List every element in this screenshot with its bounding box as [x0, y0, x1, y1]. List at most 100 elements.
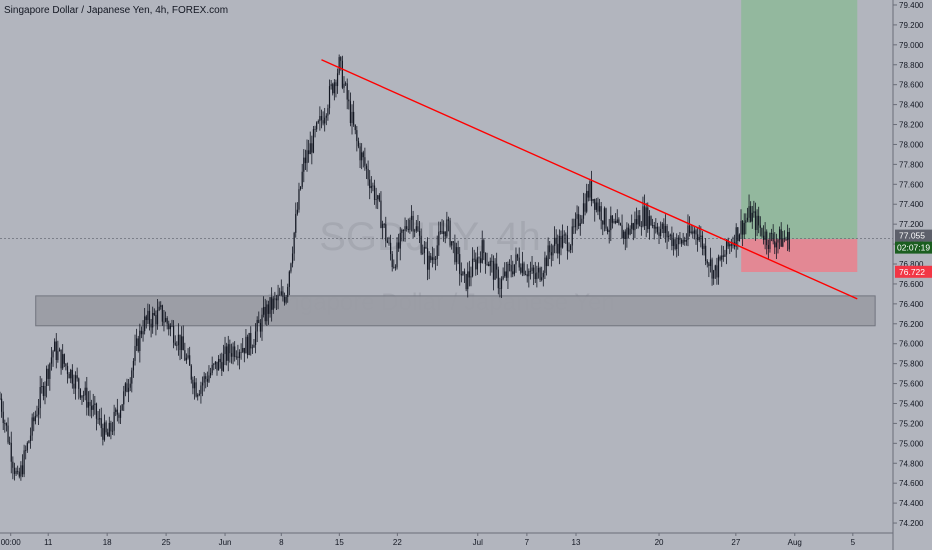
candle-body: [209, 372, 212, 376]
candle-body: [679, 237, 681, 240]
candle-body: [185, 357, 188, 361]
candle-body: [660, 228, 662, 237]
candle-body: [189, 355, 191, 366]
candle-body: [513, 264, 515, 275]
candle-body: [436, 245, 438, 260]
y-tick-label: 78.800: [899, 61, 924, 70]
candle-body: [674, 239, 676, 250]
candle-body: [783, 238, 786, 240]
candle-body: [758, 215, 760, 226]
candle-body: [282, 291, 284, 297]
candle-body: [248, 333, 250, 355]
candle-body: [23, 450, 25, 475]
candle-body: [232, 346, 234, 357]
y-tick-label: 79.200: [899, 21, 924, 30]
candle-body: [775, 242, 777, 248]
candle-body: [394, 266, 397, 268]
candle-body: [611, 215, 614, 223]
candle-body: [656, 226, 659, 233]
candle-body: [256, 319, 258, 332]
candle-body: [481, 240, 483, 263]
candle-body: [71, 369, 73, 384]
candle-body: [648, 216, 650, 230]
x-tick-label: 11: [44, 538, 53, 547]
candle-body: [308, 150, 310, 155]
y-tick-label: 76.400: [899, 300, 924, 309]
x-tick-label: 13: [572, 538, 581, 547]
candle-body: [107, 432, 109, 437]
candle-body: [438, 231, 440, 246]
candle-body: [608, 230, 610, 233]
candle-body: [18, 471, 20, 477]
candle-body: [156, 310, 159, 325]
candle-body: [119, 410, 122, 418]
candle-body: [523, 263, 525, 275]
candle-body: [539, 267, 541, 280]
stop-level-badge: [895, 265, 932, 278]
y-tick-label: 75.000: [899, 439, 924, 448]
y-tick-label: 74.800: [899, 459, 924, 468]
candle-body: [126, 383, 128, 392]
candle-body: [508, 264, 511, 265]
candle-body: [314, 129, 316, 130]
candle-body: [298, 189, 300, 210]
chart-title: Singapore Dollar / Japanese Yen, 4h, FOR…: [4, 5, 229, 16]
candle-body: [545, 257, 548, 267]
candle-body: [108, 422, 110, 437]
x-tick-label: Jul: [473, 538, 483, 547]
candle-body: [579, 223, 581, 226]
candle-body: [380, 200, 382, 228]
candle-body: [224, 346, 226, 355]
candle-body: [127, 387, 130, 392]
candle-body: [701, 235, 704, 249]
candle-body: [473, 258, 475, 260]
candle-body: [36, 414, 38, 416]
candle-body: [676, 244, 678, 250]
candle-body: [296, 209, 298, 214]
candle-body: [13, 467, 16, 474]
x-tick-label: 5: [851, 538, 856, 547]
candle-body: [750, 206, 752, 222]
candle-body: [409, 219, 411, 230]
candle-body: [661, 223, 663, 229]
candle-body: [140, 330, 143, 335]
candle-body: [433, 257, 435, 260]
candle-body: [242, 348, 244, 352]
x-tick-label: 15: [335, 538, 344, 547]
trendline: [321, 59, 858, 300]
candle-body: [266, 304, 268, 322]
candle-body: [340, 57, 342, 61]
candle-body: [552, 245, 554, 256]
candle-body: [1, 398, 3, 412]
candle-body: [529, 270, 532, 272]
candle-body: [377, 195, 379, 200]
candle-body: [471, 258, 474, 277]
candle-body: [536, 272, 538, 280]
candle-body: [460, 273, 462, 276]
candle-body: [97, 418, 99, 420]
candle-body: [65, 363, 67, 367]
candle-body: [787, 231, 789, 241]
candle-body: [26, 442, 28, 451]
candle-body: [496, 263, 498, 270]
candle-body: [166, 318, 168, 324]
candle-body: [459, 254, 461, 274]
candle-body: [344, 83, 347, 85]
candle-body: [271, 297, 273, 310]
trendline-layer[interactable]: [321, 59, 858, 300]
candle-body: [184, 350, 186, 361]
candle-body: [412, 215, 414, 232]
candle-body: [383, 224, 385, 226]
candle-body: [507, 264, 509, 278]
candle-body: [49, 363, 51, 379]
candle-body: [361, 152, 363, 161]
time-axis[interactable]: 00:00 11 18 25 Jun 8 15 22 Jul 7 13 20 27 Aug 5: [1, 533, 856, 547]
y-tick-label: 77.600: [899, 180, 924, 189]
candle-body: [541, 277, 543, 280]
candle-body: [714, 265, 716, 271]
candle-body: [666, 226, 668, 238]
candle-body: [155, 314, 157, 325]
candle-body: [52, 351, 54, 358]
candle-body: [102, 428, 104, 440]
